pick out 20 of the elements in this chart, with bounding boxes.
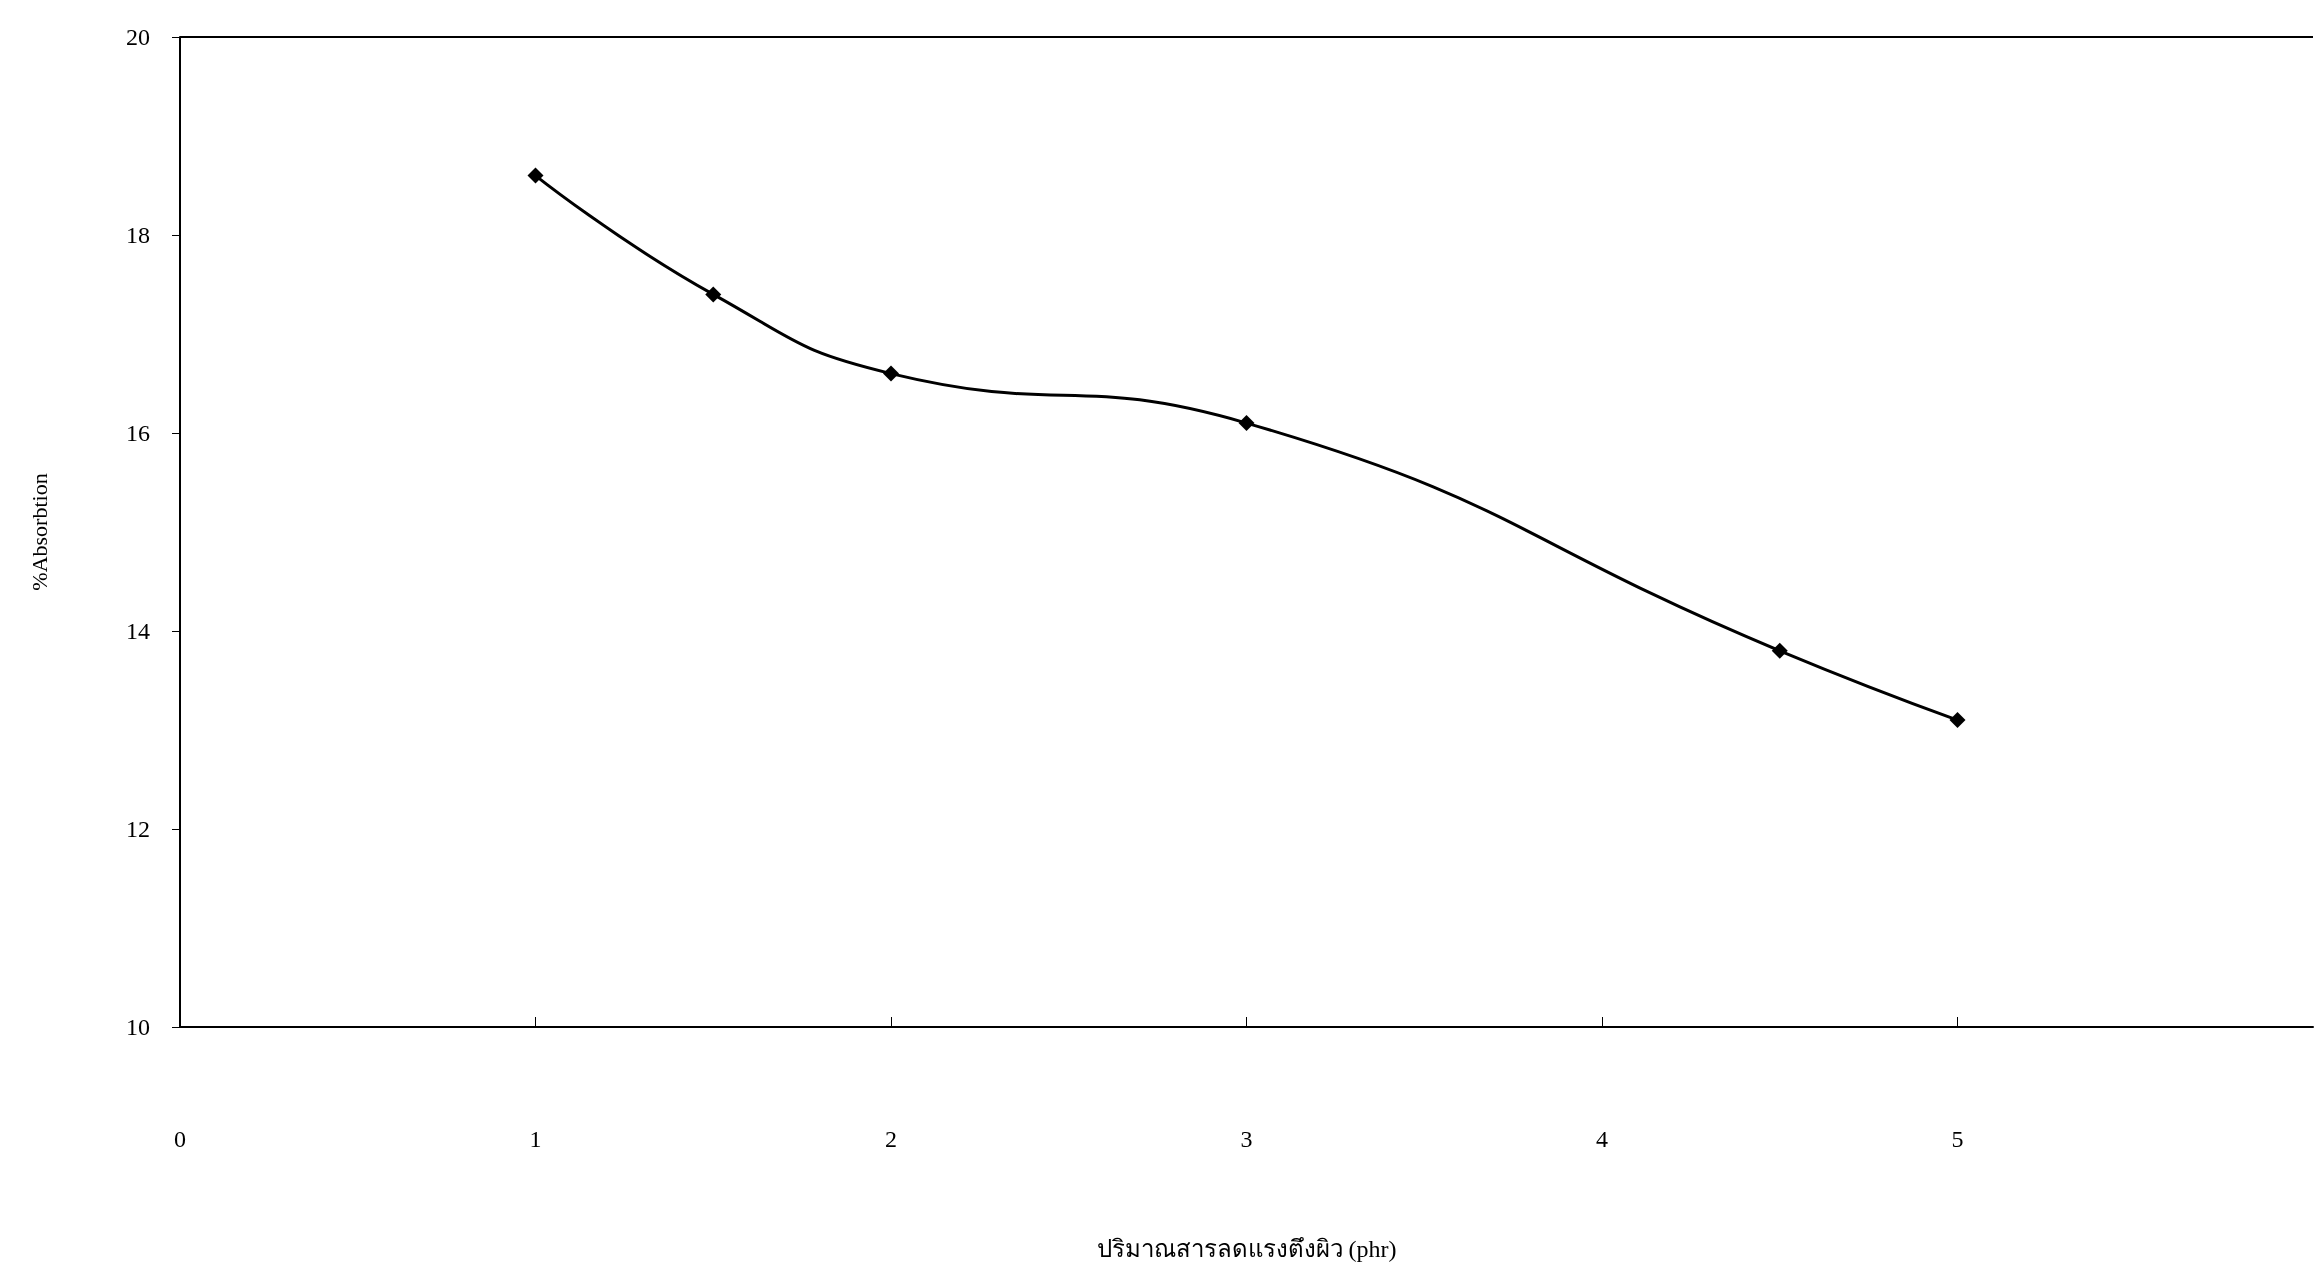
y-tick-label: 12 xyxy=(126,816,150,842)
point xyxy=(1949,712,1966,729)
x-tick-label: 2 xyxy=(885,1126,897,1152)
y-tick-label: 18 xyxy=(126,222,150,248)
x-axis-title: ปริมาณสารลดแรงตึงผิว (phr) xyxy=(1096,1236,1397,1262)
point xyxy=(1771,642,1788,659)
y-tick-label: 10 xyxy=(126,1014,150,1040)
y-tick-label: 20 xyxy=(126,24,150,50)
point xyxy=(705,286,722,303)
point xyxy=(883,365,899,382)
y-tick-label: 16 xyxy=(126,420,150,446)
point xyxy=(1238,415,1255,432)
x-tick-label: 5 xyxy=(1951,1126,1964,1152)
y-axis-title: %Absorbtion xyxy=(26,473,52,591)
x-tick-label: 0 xyxy=(174,1126,186,1152)
y-tick-label: 14 xyxy=(126,618,150,644)
x-tick-label: 1 xyxy=(529,1126,542,1152)
point xyxy=(527,167,544,184)
x-tick-label: 3 xyxy=(1240,1126,1253,1152)
x-tick-label: 4 xyxy=(1596,1126,1608,1152)
